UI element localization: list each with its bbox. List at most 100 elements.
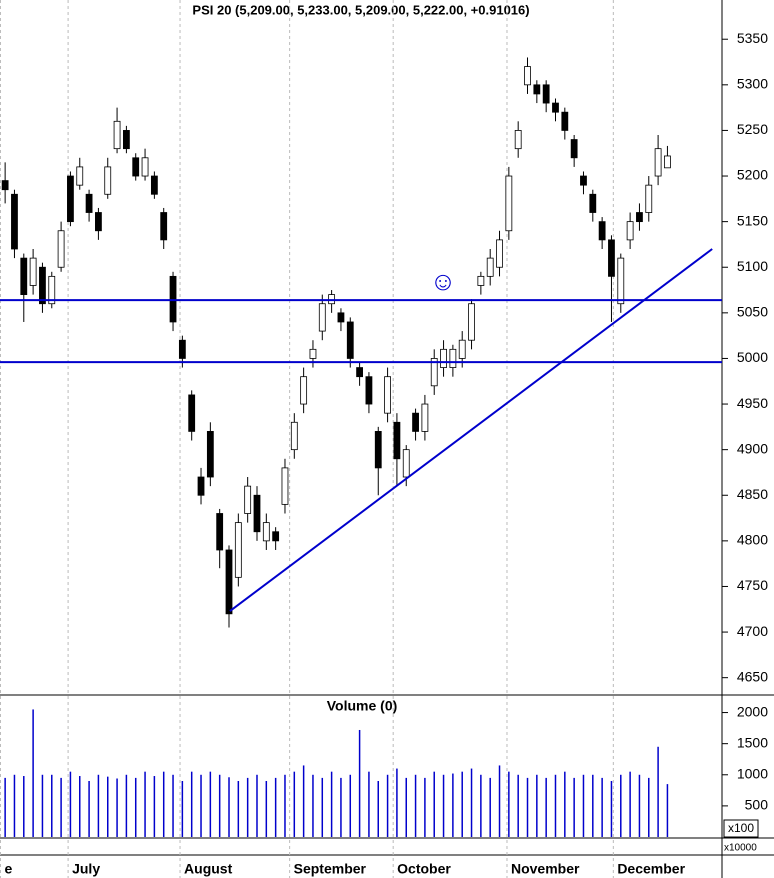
candle-body	[281, 467, 289, 505]
y-tick-label: 5200	[737, 167, 768, 183]
candle-body	[458, 339, 466, 359]
candle-body	[309, 348, 317, 359]
candle-body	[598, 221, 606, 241]
candle-body	[589, 193, 597, 213]
candle-body	[57, 230, 65, 268]
candle-body	[449, 348, 457, 368]
y-tick-label: 5050	[737, 304, 768, 320]
chart-title: PSI 20 (5,209.00, 5,233.00, 5,209.00, 5,…	[192, 2, 529, 17]
candle-body	[113, 120, 121, 150]
candle-body	[39, 266, 46, 305]
y-tick-label: 4850	[737, 486, 768, 502]
candle-body	[365, 376, 373, 405]
candle-body	[225, 549, 233, 615]
candle-body	[244, 485, 252, 514]
candle-body	[430, 358, 438, 387]
candle-body	[234, 522, 242, 578]
y-tick-label: 5250	[737, 121, 768, 137]
smiley: ☺	[430, 266, 457, 296]
candle-body	[272, 531, 280, 542]
candle-body	[440, 348, 447, 368]
candle-body	[496, 239, 503, 268]
y-tick-label: 2000	[737, 703, 768, 719]
y-tick-label: 5000	[737, 349, 768, 365]
candle-body	[412, 412, 419, 432]
candle-body	[1, 180, 9, 191]
candle-body	[122, 130, 130, 150]
candle-body	[468, 303, 475, 341]
candle-body	[318, 303, 326, 332]
candle-body	[477, 275, 485, 286]
y-tick-label: 5150	[737, 212, 768, 228]
x-tick-label: October	[397, 861, 451, 877]
x-tick-label: November	[511, 861, 580, 877]
candle-body	[533, 84, 541, 95]
candle-body	[374, 431, 382, 469]
candle-body	[253, 494, 261, 533]
x-tick-label: July	[72, 861, 100, 877]
y-tick-label: 5300	[737, 76, 768, 92]
y-tick-label: 1500	[737, 734, 768, 750]
candle-body	[384, 376, 391, 414]
y-tick-label: 4950	[737, 395, 768, 411]
y-tick-label: 1000	[737, 765, 768, 781]
x-tick-label: e	[4, 861, 12, 877]
y-tick-label: 4650	[737, 668, 768, 684]
y-tick-label: 5350	[737, 30, 768, 46]
volume-title: Volume (0)	[327, 698, 398, 714]
candle-body	[300, 376, 308, 405]
candle-body	[337, 312, 345, 323]
multiplier-box	[723, 819, 759, 838]
y-tick-label: 4900	[737, 440, 768, 456]
y-tick-label: 4800	[737, 532, 768, 548]
candle-body	[664, 155, 671, 169]
multiplier-label: x10000	[724, 843, 757, 854]
candle-body	[206, 431, 214, 478]
candle-body	[626, 221, 634, 241]
candle-body	[514, 130, 522, 150]
candle-body	[356, 367, 364, 378]
candle-body	[20, 257, 28, 295]
candle-body	[141, 157, 149, 177]
candle-body	[11, 193, 18, 250]
candle-body	[617, 257, 625, 305]
candle-body	[542, 84, 550, 104]
candle-body	[608, 239, 615, 277]
multiplier-label: x100	[728, 821, 754, 835]
candle-body	[95, 212, 102, 232]
candle-body	[160, 212, 168, 241]
candle-body	[262, 522, 270, 542]
candle-body	[29, 257, 37, 286]
x-tick-label: August	[184, 861, 233, 877]
y-tick-label: 5100	[737, 258, 768, 274]
candle-body	[393, 421, 401, 460]
candle-body	[402, 449, 410, 478]
candle-body	[76, 166, 84, 186]
candle-body	[645, 184, 653, 213]
candle-body	[654, 148, 662, 177]
x-tick-label: December	[617, 861, 685, 877]
candle-body	[178, 339, 186, 359]
candle-body	[48, 275, 56, 305]
candle-body	[346, 321, 354, 359]
candle-body	[85, 193, 93, 213]
trendline	[229, 248, 713, 612]
candle-body	[197, 476, 205, 496]
candle-body	[150, 175, 158, 195]
candle-body	[570, 139, 578, 159]
y-tick-label: 4750	[737, 577, 768, 593]
x-tick-label: September	[294, 861, 367, 877]
candle-body	[486, 257, 494, 277]
candle-body	[580, 175, 587, 186]
candle-body	[67, 175, 74, 223]
candle-body	[636, 212, 643, 223]
candle-body	[505, 175, 513, 232]
candle-body	[561, 111, 569, 131]
candle-body	[132, 157, 140, 177]
y-tick-label: 500	[745, 797, 769, 813]
candle-body	[216, 513, 224, 551]
y-tick-label: 4700	[737, 623, 768, 639]
candle-body	[552, 102, 559, 113]
candle-body	[188, 394, 196, 432]
